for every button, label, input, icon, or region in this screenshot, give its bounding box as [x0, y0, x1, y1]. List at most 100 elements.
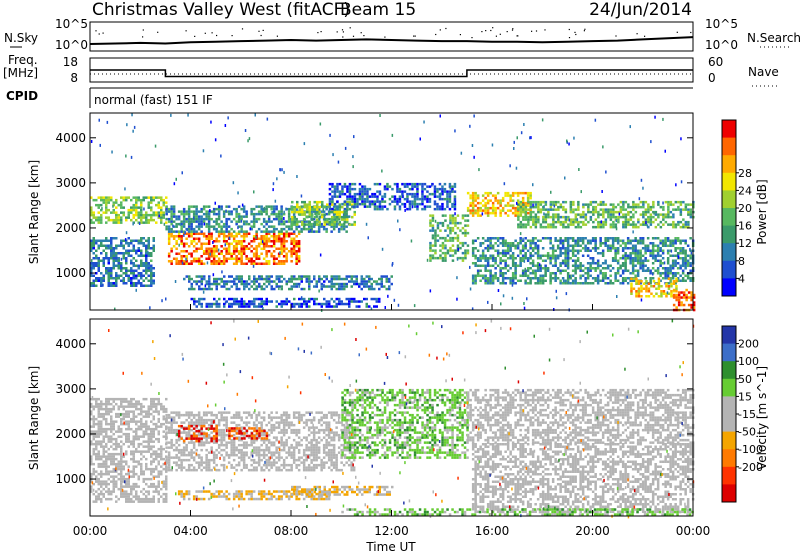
heatmap-cell: [137, 282, 140, 285]
heatmap-cell: [616, 262, 620, 265]
heatmap-cell: [529, 225, 533, 229]
heatmap-cell: [328, 223, 331, 226]
heatmap-cell: [626, 269, 630, 272]
heatmap-cell: [222, 240, 226, 243]
heatmap-cell: [448, 207, 452, 211]
heatmap-cell: [343, 285, 346, 288]
heatmap-cell: [110, 452, 113, 456]
heatmap-cell: [411, 182, 414, 186]
nsearch-point: [568, 28, 570, 31]
heatmap-cell: [517, 218, 520, 221]
heatmap-cell: [205, 247, 208, 250]
heatmap-cell: [90, 284, 93, 287]
heatmap-cell: [140, 206, 143, 209]
heatmap-cell: [237, 250, 241, 253]
nsearch-point: [517, 35, 519, 37]
heatmap-cell: [175, 242, 178, 245]
heatmap-cell: [474, 277, 477, 280]
heatmap-cell: [366, 192, 369, 196]
heatmap-cell: [117, 465, 120, 468]
heatmap-cell: [331, 220, 334, 224]
heatmap-cell: [333, 305, 336, 308]
heatmap-cell: [120, 460, 123, 463]
heatmap-cell: [599, 200, 603, 204]
heatmap-cell: [559, 237, 562, 240]
heatmap-cell: [561, 239, 565, 242]
heatmap-noise: [309, 229, 312, 232]
heatmap-cell: [90, 412, 93, 416]
heatmap-cell: [132, 247, 135, 250]
heatmap-noise: [457, 247, 459, 251]
heatmap-cell: [408, 187, 412, 191]
heatmap-cell: [346, 195, 349, 198]
heatmap-cell: [120, 218, 123, 222]
heatmap-cell: [105, 445, 108, 448]
heatmap-cell: [606, 244, 610, 247]
heatmap-cell: [476, 237, 480, 240]
heatmap-cell: [200, 210, 203, 213]
heatmap-cell: [275, 227, 278, 231]
heatmap-cell: [317, 207, 321, 211]
heatmap-noise: [98, 118, 100, 122]
heatmap-cell: [265, 300, 268, 303]
heatmap-cell: [456, 239, 460, 242]
heatmap-cell: [474, 191, 477, 195]
heatmap-noise: [642, 186, 644, 190]
heatmap-cell: [295, 260, 298, 263]
heatmap-cell: [664, 200, 668, 204]
heatmap-cell: [315, 220, 318, 223]
heatmap-cell: [292, 237, 296, 240]
heatmap-cell: [408, 207, 412, 211]
heatmap-cell: [571, 247, 575, 250]
heatmap-cell: [544, 267, 547, 270]
heatmap-cell: [321, 203, 324, 206]
nsearch-point: [102, 32, 104, 34]
heatmap-cell: [559, 282, 562, 285]
heatmap-cell: [320, 277, 323, 281]
heatmap-cell: [307, 227, 311, 231]
heatmap-cell: [207, 220, 211, 223]
heatmap-cell: [247, 242, 251, 245]
heatmap-noise: [662, 117, 664, 121]
heatmap-cell: [559, 223, 563, 226]
heatmap-cell: [660, 285, 663, 288]
heatmap-cell: [554, 213, 558, 216]
heatmap-cell: [240, 215, 243, 218]
heatmap-cell: [526, 239, 530, 242]
heatmap-cell: [277, 220, 281, 223]
heatmap-cell: [120, 397, 123, 401]
heatmap-cell: [669, 223, 673, 226]
heatmap-cell: [140, 277, 143, 280]
heatmap-cell: [195, 242, 198, 245]
heatmap-cell: [132, 213, 135, 217]
heatmap-cell: [335, 287, 338, 291]
heatmap-cell: [308, 285, 311, 288]
heatmap-cell: [434, 251, 437, 255]
heatmap-cell: [97, 487, 100, 491]
heatmap-cell: [676, 272, 680, 275]
heatmap-cell: [526, 259, 530, 262]
heatmap-cell: [559, 254, 562, 257]
heatmap-cell: [630, 277, 633, 280]
heatmap-cell: [220, 280, 223, 283]
heatmap-cell: [684, 242, 687, 245]
heatmap-cell: [351, 203, 354, 206]
heatmap-cell: [233, 300, 236, 303]
heatmap-cell: [438, 192, 442, 196]
heatmap-cell: [556, 257, 560, 260]
heatmap-cell: [125, 492, 128, 496]
heatmap-cell: [444, 251, 447, 255]
heatmap-cell: [275, 240, 278, 243]
heatmap-cell: [666, 249, 670, 252]
heatmap-cell: [305, 277, 308, 281]
heatmap-cell: [662, 223, 665, 226]
heatmap-cell: [411, 187, 414, 191]
heatmap-cell: [499, 257, 502, 260]
heatmap-cell: [579, 239, 582, 242]
heatmap-cell: [125, 440, 128, 443]
heatmap-cell: [375, 280, 378, 283]
heatmap-cell: [110, 480, 113, 483]
heatmap-cell: [217, 235, 221, 238]
heatmap-cell: [471, 214, 475, 217]
